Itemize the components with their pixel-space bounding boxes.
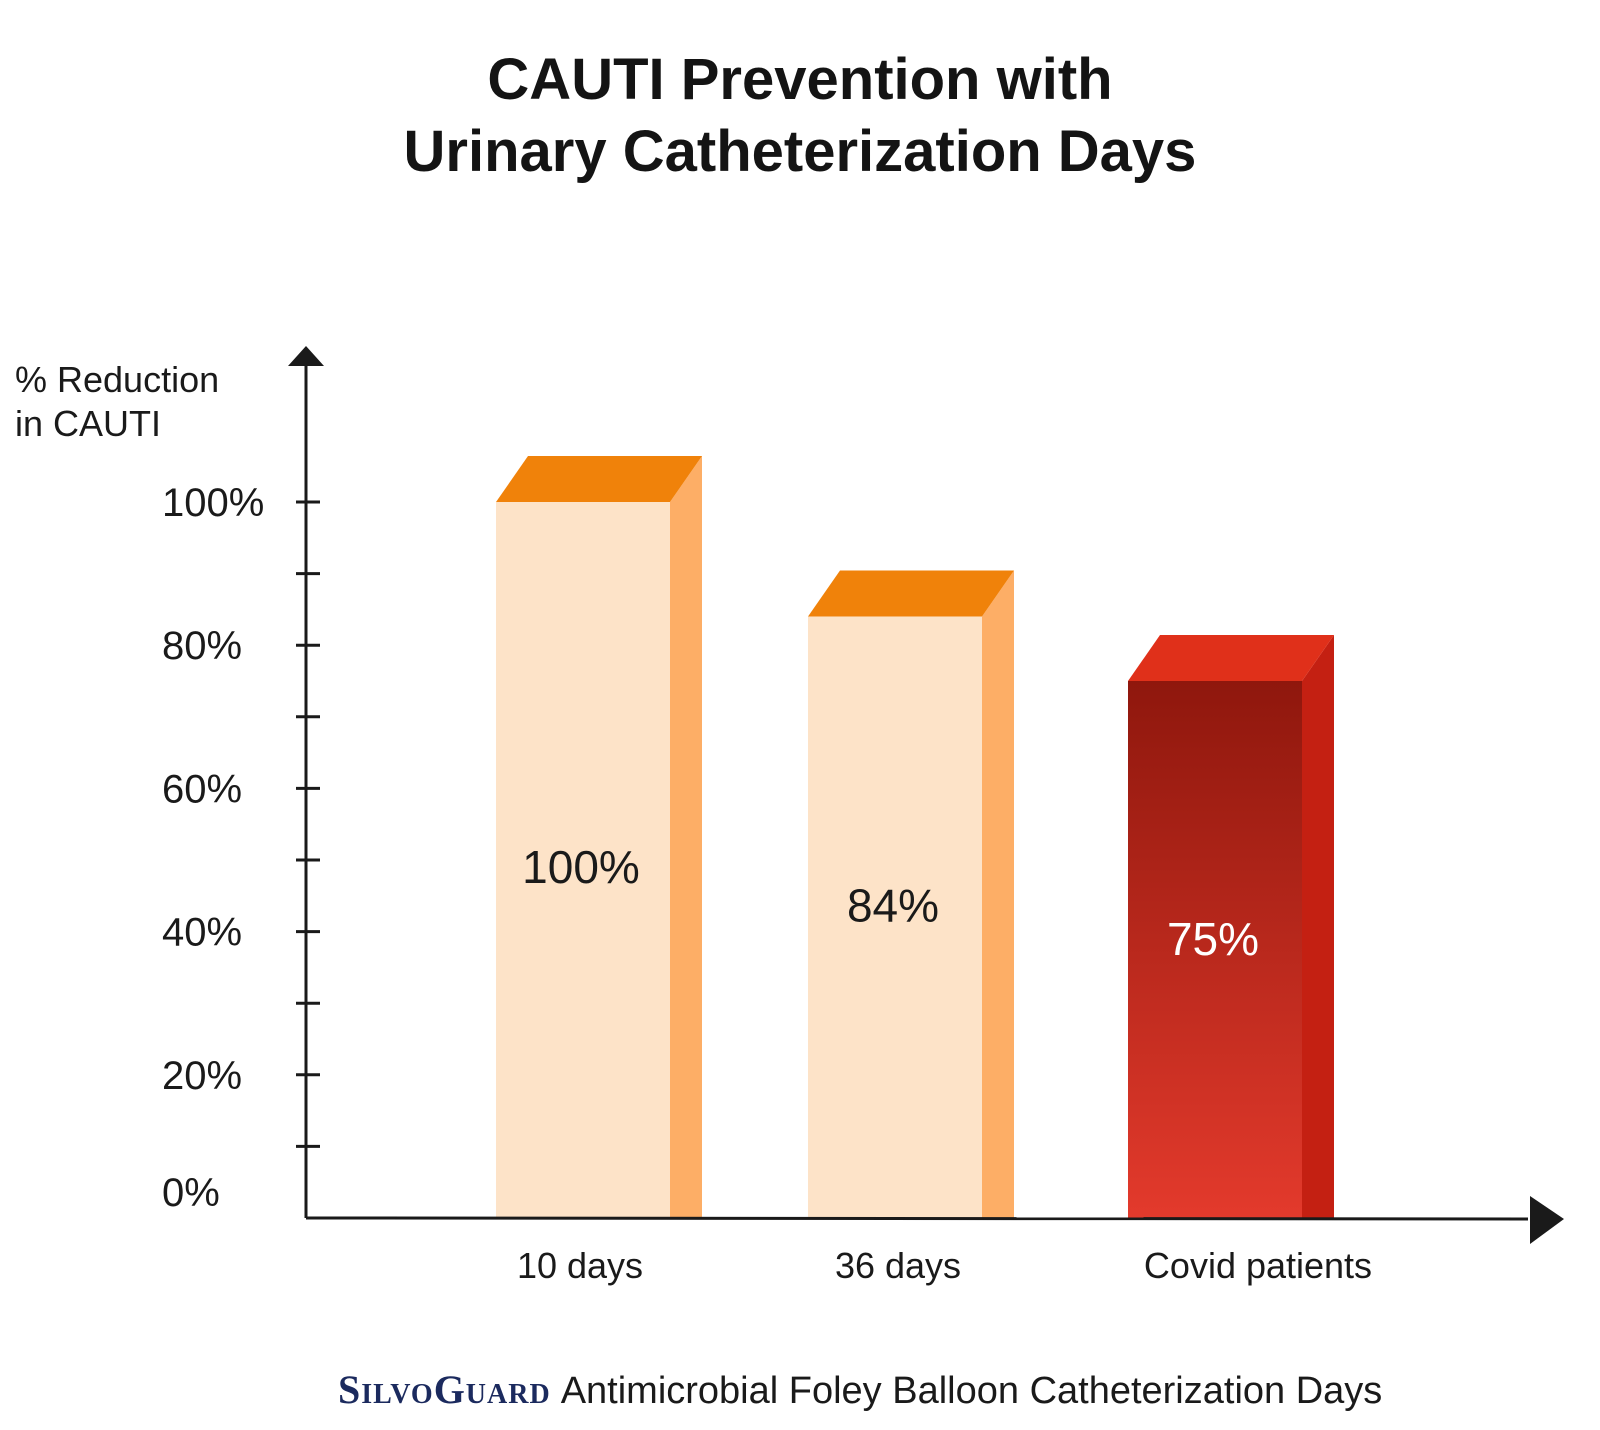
chart-title-line-2: Urinary Catheterization Days	[403, 119, 1197, 184]
bar-top	[1128, 635, 1334, 681]
x-axis-line	[305, 1216, 1529, 1221]
y-tick-label: 80%	[162, 624, 242, 668]
footer-caption: SilvoGuard Antimicrobial Foley Balloon Ca…	[338, 1366, 1382, 1413]
y-tick-label: 20%	[162, 1054, 242, 1098]
y-axis-label-line-1: % Reduction	[15, 359, 219, 400]
x-category-label: Covid patients	[1144, 1245, 1372, 1286]
brand-logo: SilvoGuard	[338, 1367, 551, 1412]
y-tick-label: 0%	[162, 1171, 220, 1215]
y-axis-arrow-icon	[288, 346, 324, 366]
x-category-label: 10 days	[517, 1245, 643, 1286]
x-axis-arrow-icon	[1530, 1196, 1564, 1244]
bar-front	[496, 502, 670, 1218]
bar-front	[808, 616, 982, 1218]
bar-side	[982, 570, 1014, 1218]
footer-text: Antimicrobial Foley Balloon Catheterizat…	[560, 1370, 1383, 1412]
bar-3: 75%	[1128, 635, 1334, 1218]
bar-side	[1302, 635, 1334, 1218]
bar-data-label: 100%	[522, 841, 640, 893]
bar-front	[1128, 681, 1302, 1218]
bar-1: 100%	[496, 456, 702, 1218]
chart-title-line-1: CAUTI Prevention with	[487, 47, 1113, 112]
bar-data-label: 75%	[1167, 913, 1259, 965]
y-tick-label: 100%	[162, 481, 264, 525]
chart-title: CAUTI Prevention with Urinary Catheteriz…	[0, 44, 1600, 188]
bar-top	[808, 570, 1014, 617]
bar-top	[496, 456, 702, 502]
y-tick-label: 60%	[162, 767, 242, 811]
bar-side	[670, 456, 702, 1218]
bar-2: 84%	[808, 570, 1014, 1218]
y-tick-label: 40%	[162, 911, 242, 955]
x-category-label: 36 days	[835, 1245, 961, 1286]
y-axis-label-line-2: in CAUTI	[15, 403, 161, 444]
bar-data-label: 84%	[847, 879, 939, 931]
